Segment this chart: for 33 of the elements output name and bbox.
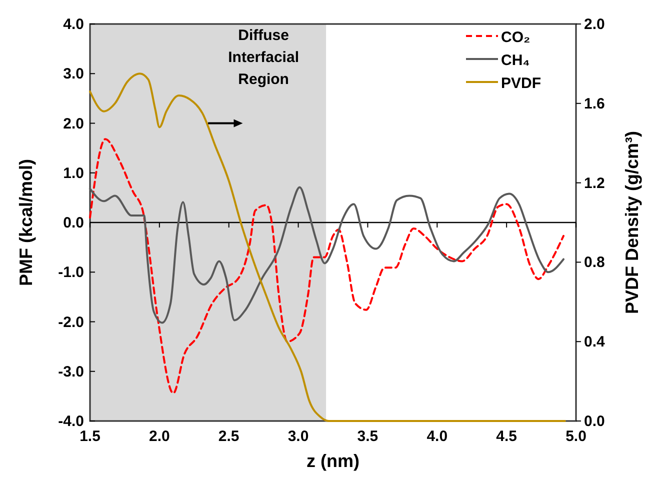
x-tick-label: 4.0 — [426, 428, 448, 445]
y-tick-label: 2.0 — [63, 115, 84, 132]
y-tick-label: -3.0 — [58, 363, 84, 380]
y-tick-label: 3.0 — [63, 66, 84, 83]
line-series — [89, 72, 566, 422]
x-tick-label: 3.5 — [357, 428, 378, 445]
annotation: Diffuse Interfacial Region — [228, 27, 300, 88]
x-tick-label: 2.5 — [218, 428, 240, 445]
y-tick-label: -1.0 — [58, 264, 84, 282]
y2-tick-label: 1.6 — [584, 95, 605, 112]
y-tick-label: 4.0 — [63, 16, 84, 33]
y2-tick-label: 1.2 — [584, 174, 605, 192]
y-tick-label: 1.0 — [63, 164, 84, 182]
y-tick-label: -4.0 — [58, 413, 84, 430]
x-tick-label: 4.5 — [496, 428, 517, 445]
x-tick-label: 5.0 — [566, 428, 586, 445]
x-tick-label: 1.5 — [80, 428, 100, 445]
y-axis-title: PMF (kcal/mol) — [16, 158, 36, 286]
y-tick-label: 0.0 — [63, 214, 84, 232]
line-series — [89, 186, 565, 324]
y2-axis-title: PVDF Density (g/cm³) — [622, 130, 642, 314]
x-tick-label: 2.0 — [149, 428, 170, 445]
y-tick-label: -2.0 — [58, 314, 84, 331]
y2-tick-label: 0.8 — [584, 254, 605, 272]
legend-label: PVDF — [501, 75, 542, 92]
line-series — [89, 138, 565, 394]
legend-label: CO₂ — [501, 29, 530, 46]
y2-tick-label: 0.0 — [584, 413, 605, 430]
legend-label: CH₄ — [501, 52, 530, 69]
y2-tick-label: 2.0 — [584, 16, 605, 33]
x-tick-label: 3.0 — [288, 428, 309, 445]
y2-tick-label: 0.4 — [584, 334, 606, 351]
x-axis-title: z (nm) — [306, 451, 360, 471]
